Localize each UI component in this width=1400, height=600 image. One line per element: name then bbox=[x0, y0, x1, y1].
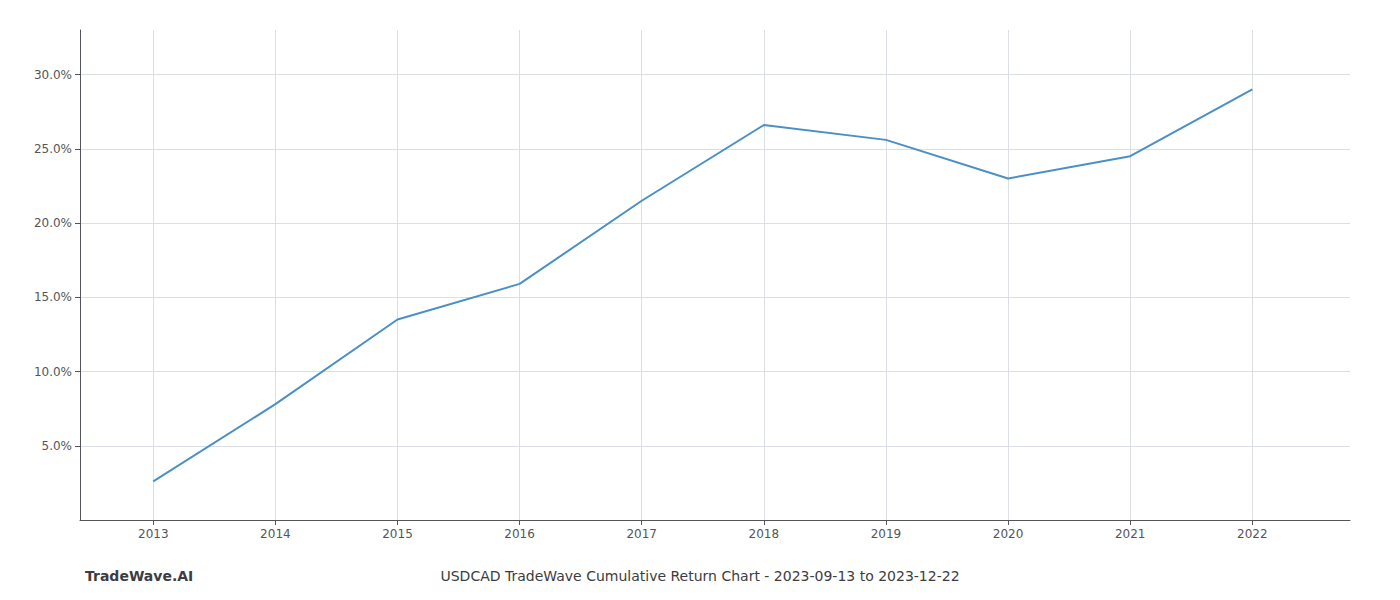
svg-text:2015: 2015 bbox=[382, 527, 413, 541]
svg-text:2021: 2021 bbox=[1115, 527, 1146, 541]
svg-text:2019: 2019 bbox=[871, 527, 902, 541]
svg-text:30.0%: 30.0% bbox=[34, 68, 72, 82]
svg-text:2018: 2018 bbox=[749, 527, 780, 541]
svg-text:2013: 2013 bbox=[138, 527, 169, 541]
svg-text:15.0%: 15.0% bbox=[34, 290, 72, 304]
svg-text:10.0%: 10.0% bbox=[34, 365, 72, 379]
svg-text:2020: 2020 bbox=[993, 527, 1024, 541]
svg-text:2017: 2017 bbox=[626, 527, 657, 541]
svg-text:25.0%: 25.0% bbox=[34, 142, 72, 156]
svg-text:5.0%: 5.0% bbox=[42, 439, 73, 453]
svg-text:2022: 2022 bbox=[1237, 527, 1268, 541]
svg-text:TradeWave.AI: TradeWave.AI bbox=[85, 568, 193, 584]
svg-text:20.0%: 20.0% bbox=[34, 216, 72, 230]
svg-text:USDCAD TradeWave Cumulative Re: USDCAD TradeWave Cumulative Return Chart… bbox=[440, 568, 959, 584]
svg-text:2014: 2014 bbox=[260, 527, 291, 541]
svg-text:2016: 2016 bbox=[504, 527, 535, 541]
